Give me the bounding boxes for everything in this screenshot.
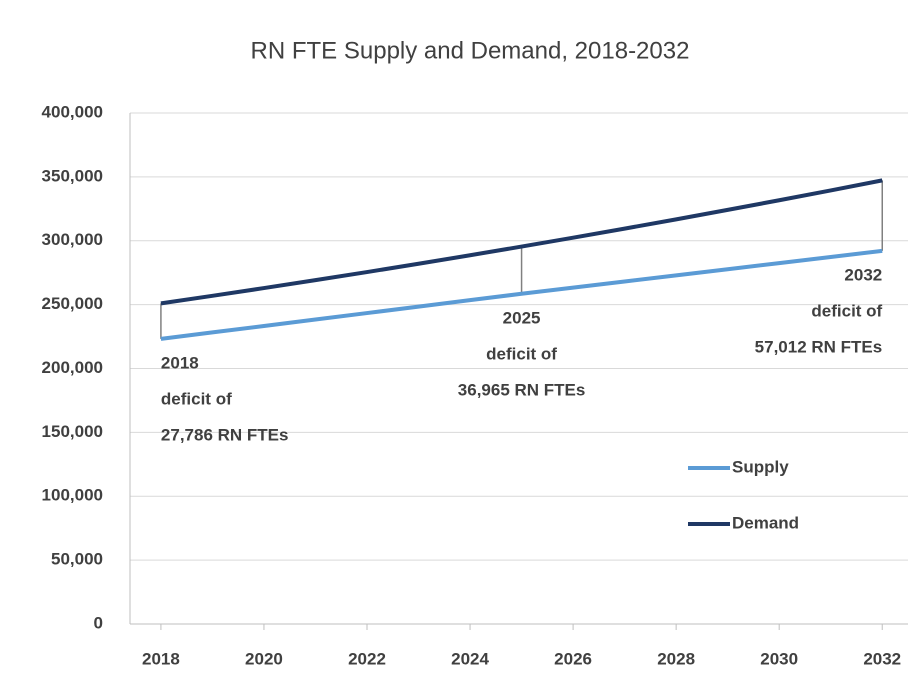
series-line — [160, 178, 883, 306]
x-tick-label: 2028 — [657, 649, 695, 668]
y-tick-label: 50,000 — [51, 550, 103, 569]
annotation: deficit of — [161, 389, 232, 408]
annotation: 2032 — [844, 265, 882, 284]
annotation: deficit of — [811, 301, 882, 320]
series-line — [160, 248, 883, 341]
annotation: 2025 — [503, 308, 541, 327]
annotation: 2018 — [161, 353, 199, 372]
y-tick-label: 150,000 — [42, 422, 103, 441]
y-tick-label: 300,000 — [42, 230, 103, 249]
x-tick-label: 2026 — [554, 649, 592, 668]
x-tick-label: 2030 — [760, 649, 798, 668]
x-tick-label: 2018 — [142, 649, 180, 668]
x-tick-label: 2020 — [245, 649, 283, 668]
y-tick-label: 400,000 — [42, 102, 103, 121]
x-tick-label: 2024 — [451, 649, 489, 668]
y-tick-label: 100,000 — [42, 486, 103, 505]
annotation: 36,965 RN FTEs — [458, 380, 586, 399]
x-tick-label: 2032 — [863, 649, 901, 668]
y-tick-label: 250,000 — [42, 294, 103, 313]
legend-label: Supply — [732, 457, 789, 476]
x-tick-label: 2022 — [348, 649, 386, 668]
annotation: 27,786 RN FTEs — [161, 425, 289, 444]
y-tick-label: 200,000 — [42, 358, 103, 377]
y-tick-label: 0 — [94, 613, 103, 632]
chart-title: RN FTE Supply and Demand, 2018-2032 — [251, 37, 690, 64]
legend-label: Demand — [732, 513, 799, 532]
annotation: deficit of — [486, 344, 557, 363]
y-tick-label: 350,000 — [42, 166, 103, 185]
annotation: 57,012 RN FTEs — [755, 337, 883, 356]
